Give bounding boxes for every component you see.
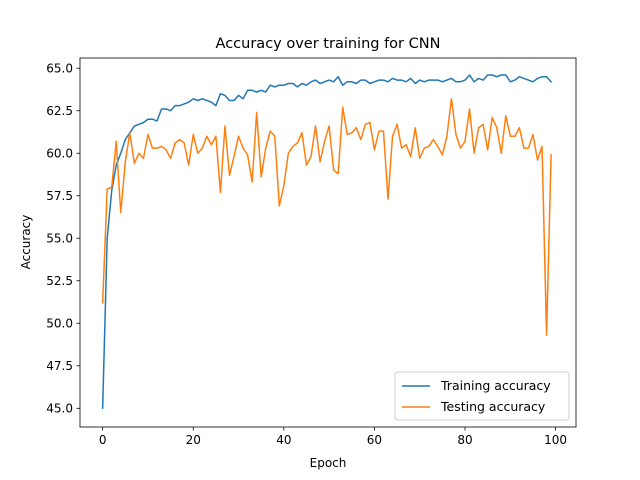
y-axis-label: Accuracy: [19, 215, 33, 270]
x-tick-label: 40: [276, 433, 291, 447]
y-tick-label: 60.0: [46, 147, 73, 161]
y-axis-ticks: 45.0 47.5 50.0 52.5 55.0 57.5 60.0 62.5 65.0: [46, 62, 80, 416]
y-tick-label: 57.5: [46, 189, 73, 203]
chart-title: Accuracy over training for CNN: [216, 36, 441, 52]
y-tick-label: 55.0: [46, 232, 73, 246]
axes-layer: [79, 57, 577, 428]
series-line-0: [101, 74, 553, 410]
y-tick-label: 45.0: [46, 402, 73, 416]
y-tick-label: 47.5: [46, 359, 73, 373]
x-tick-label: 60: [367, 433, 382, 447]
x-tick-label: 0: [99, 433, 107, 447]
y-tick-label: 50.0: [46, 317, 73, 331]
series-line-1: [101, 98, 552, 336]
x-tick-label: 100: [544, 433, 567, 447]
x-axis-ticks: 0 20 40 60 80 100: [99, 427, 567, 447]
y-tick-label: 62.5: [46, 104, 73, 118]
legend-label-training: Training accuracy: [440, 378, 551, 393]
x-axis-label: Epoch: [310, 456, 347, 470]
x-tick-label: 20: [186, 433, 201, 447]
legend: Training accuracy Testing accuracy: [394, 371, 570, 421]
y-tick-label: 65.0: [46, 62, 73, 76]
legend-label-testing: Testing accuracy: [440, 399, 546, 414]
axes-frame: [79, 57, 577, 428]
y-tick-label: 52.5: [46, 274, 73, 288]
series-layer: [101, 74, 553, 410]
legend-box: [394, 371, 570, 421]
x-tick-label: 80: [457, 433, 472, 447]
